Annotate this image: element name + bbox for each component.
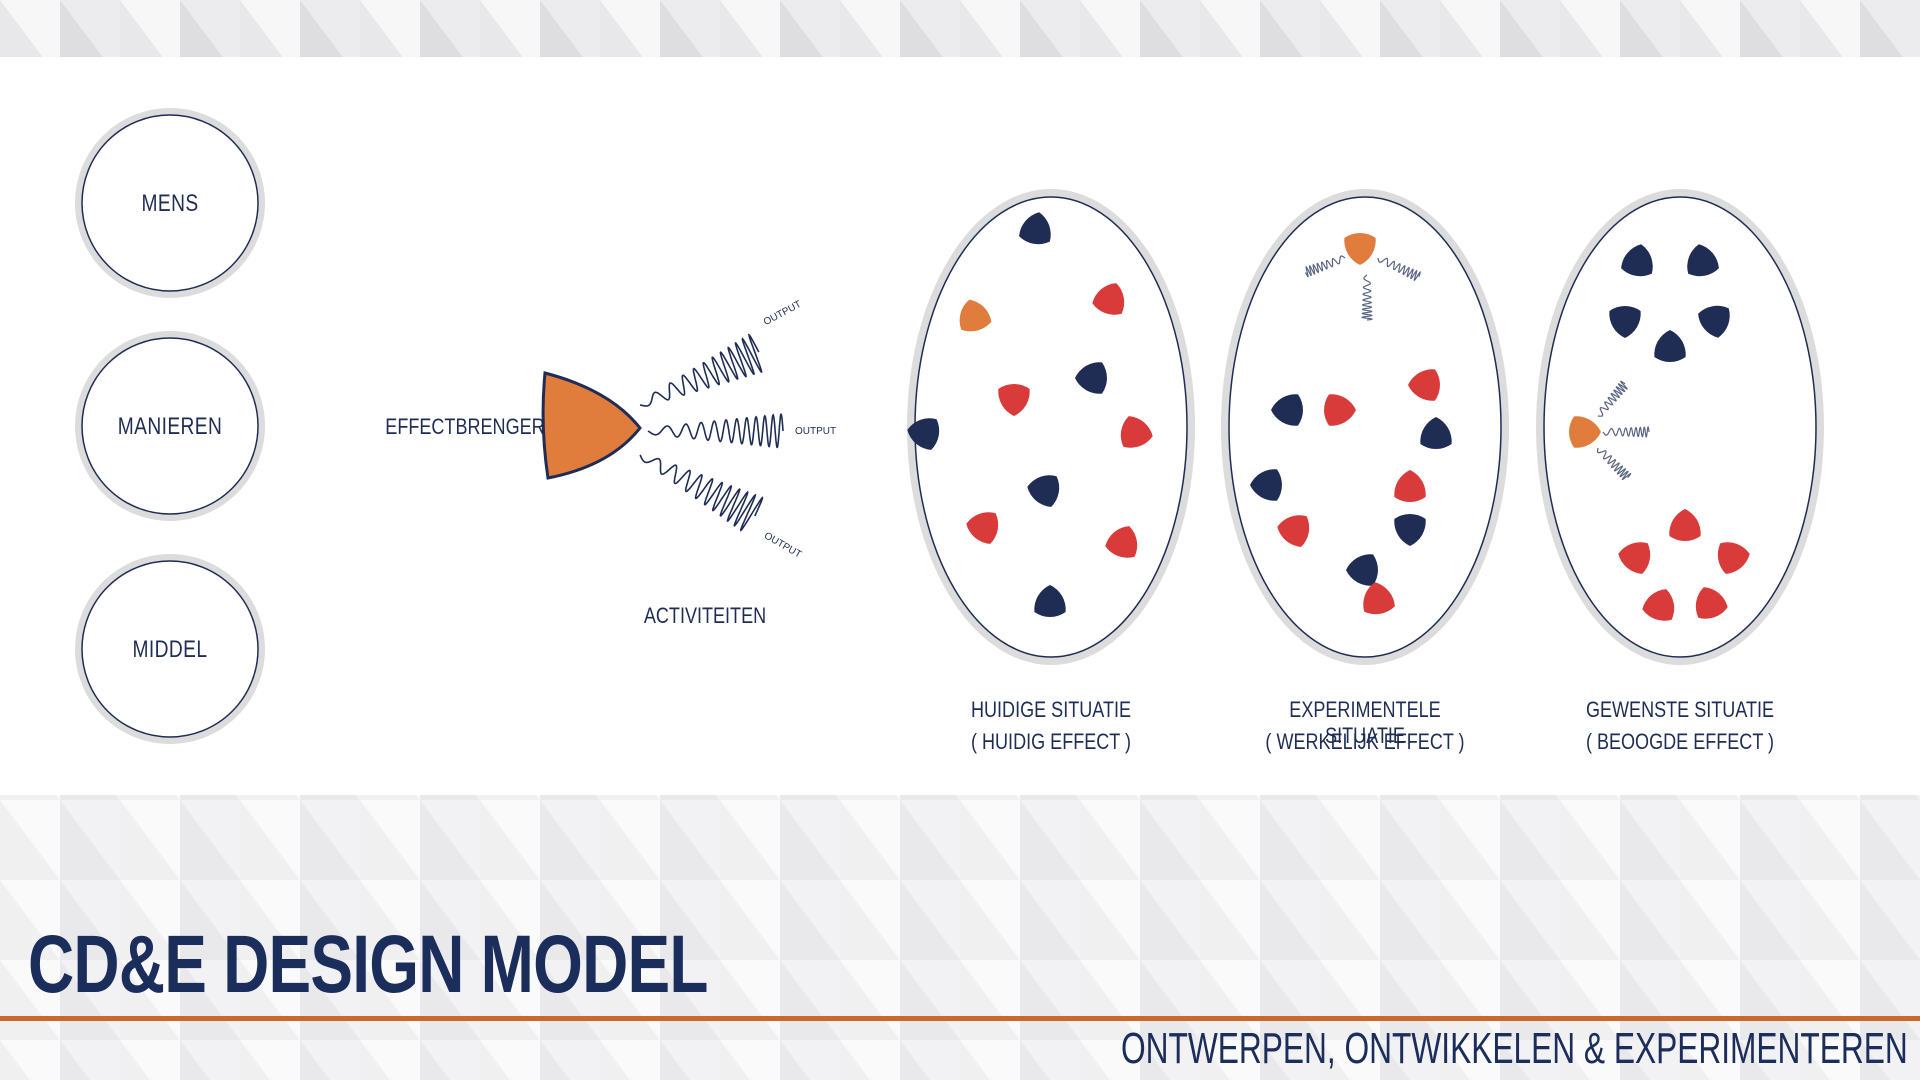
spring-wave	[1304, 255, 1346, 278]
situation-gewenste-subtitle: ( BEOOGDE EFFECT )	[1585, 729, 1775, 754]
output-wave-top	[639, 333, 763, 407]
triangle-shape	[1271, 394, 1303, 426]
triangle-shape	[1420, 417, 1452, 449]
situation-huidige-subtitle: ( HUIDIG EFFECT )	[970, 729, 1132, 754]
footer-band	[0, 795, 1920, 1080]
triangle-shape	[1621, 244, 1653, 277]
effectbrenger-label: EFFECTBRENGER	[385, 414, 545, 439]
circle-label-manieren: MANIEREN	[117, 413, 223, 440]
triangle-shape	[1669, 509, 1701, 541]
triangle-shape	[1324, 394, 1356, 426]
triangle-shape	[1717, 542, 1750, 574]
divider-line	[0, 1016, 1920, 1021]
triangle-shape	[1019, 212, 1051, 245]
output-wave-bottom	[639, 454, 764, 532]
spring-wave	[1598, 380, 1628, 417]
triangle-shape	[1695, 587, 1728, 619]
triangle-shape	[959, 299, 992, 332]
output-wave-middle	[647, 413, 784, 449]
triangle-shape	[998, 384, 1030, 416]
header-band	[0, 0, 1920, 57]
triangle-shape	[1075, 362, 1107, 394]
triangle-shape	[966, 512, 999, 544]
triangle-shape	[1250, 469, 1282, 501]
circle-label-mens: MENS	[141, 190, 199, 217]
page-title: CD&E DESIGN MODEL	[28, 919, 708, 1010]
spring-wave	[1377, 257, 1421, 281]
triangle-shape	[1363, 582, 1395, 615]
triangle-shape	[1105, 526, 1138, 558]
effectbrenger-shape	[541, 371, 642, 480]
triangle-shape	[1277, 515, 1310, 547]
spring-wave	[1602, 425, 1650, 438]
triangle-shape	[1394, 514, 1426, 546]
circle-middel	[75, 554, 265, 744]
triangle-shape	[1394, 470, 1426, 502]
spring-wave	[1596, 447, 1632, 480]
triangle-shape	[1654, 330, 1686, 362]
situation-huidige-title: HUIDIGE SITUATIE	[970, 697, 1132, 722]
triangle-shape	[1027, 475, 1060, 507]
triangle-shape	[1344, 233, 1376, 265]
activiteiten-label: ACTIVITEITEN	[643, 603, 767, 628]
situation-gewenste-title: GEWENSTE SITUATIE	[1585, 697, 1775, 722]
triangle-shape	[1609, 306, 1641, 338]
spring-wave	[1361, 274, 1374, 321]
situation-experimentele-title: EXPERIMENTELE SITUATIE	[1289, 697, 1441, 748]
triangle-shape	[1092, 283, 1125, 315]
situation-experimentele-subtitle: ( WERKELIJK EFFECT )	[1265, 729, 1465, 754]
triangle-shape	[1120, 416, 1153, 448]
triangle-shape	[1346, 554, 1378, 586]
circle-manieren	[75, 331, 265, 521]
triangle-shape	[1569, 416, 1601, 448]
triangle-shape	[907, 418, 940, 450]
triangle-shape	[1408, 369, 1440, 401]
triangle-shape	[1034, 585, 1066, 617]
page-subtitle: ONTWERPEN, ONTWIKKELEN & EXPERIMENTEREN	[1121, 1024, 1908, 1073]
circle-label-middel: MIDDEL	[132, 636, 208, 663]
triangle-shape	[1698, 305, 1730, 338]
triangle-shape	[1642, 589, 1675, 621]
output-label-middle: OUTPUT	[795, 426, 837, 437]
triangle-shape	[1618, 542, 1651, 574]
circle-mens	[75, 108, 265, 298]
triangle-shape	[1687, 244, 1719, 277]
